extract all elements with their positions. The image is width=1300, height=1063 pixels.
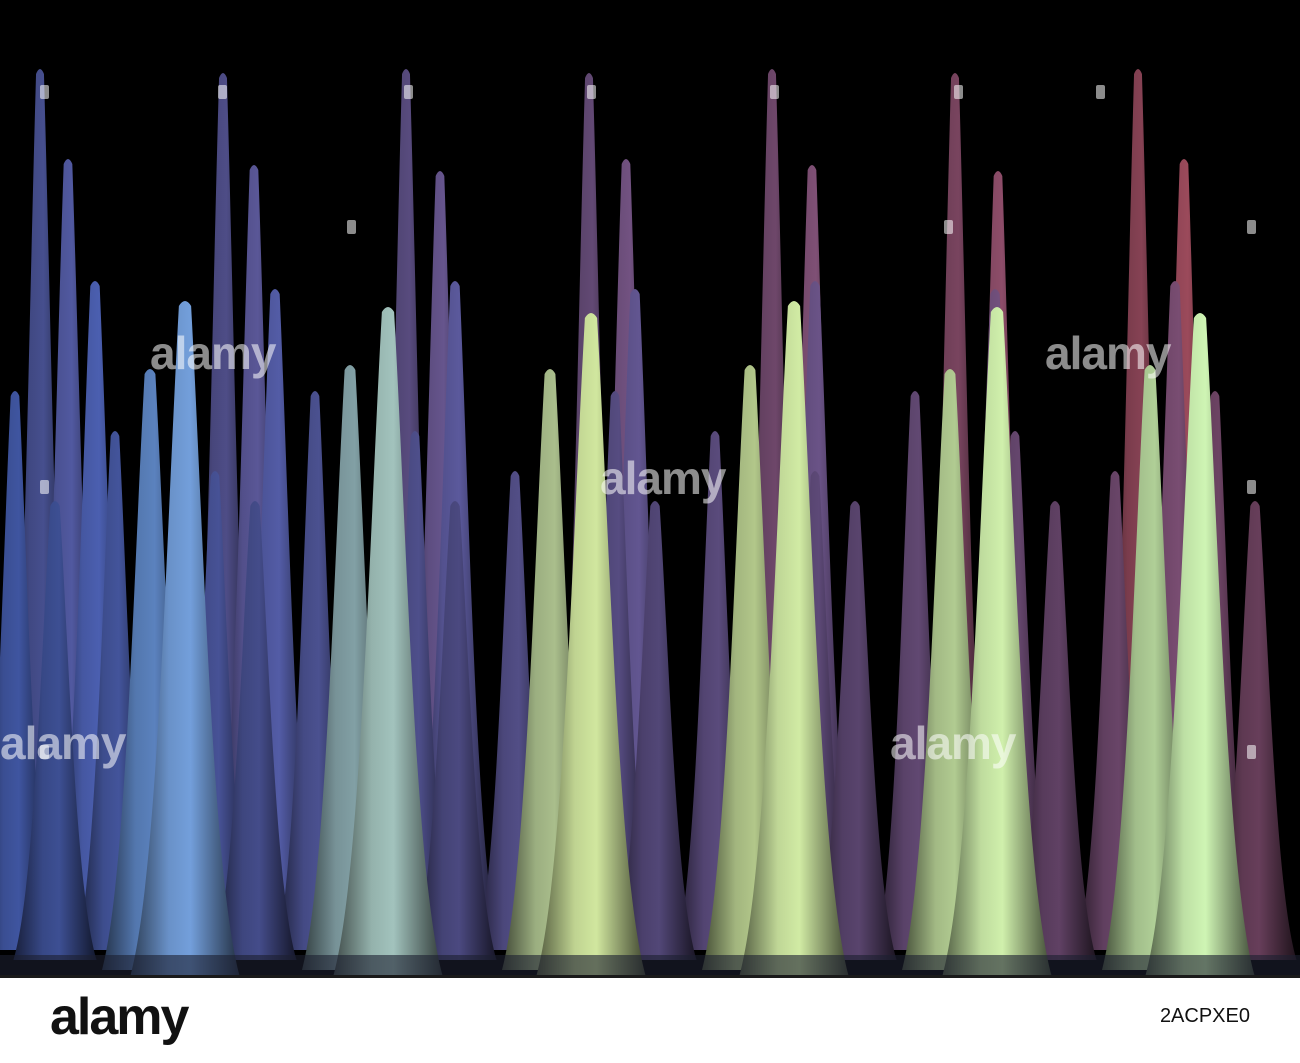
spike-low-6 — [613, 501, 697, 960]
footer-divider — [0, 975, 1300, 978]
spike-low-8 — [813, 501, 897, 960]
watermark-mark-3 — [587, 85, 596, 99]
watermark-mark-11 — [1247, 480, 1256, 494]
footer-bar: alamy 2ACPXE0 — [0, 975, 1300, 1063]
spike-low-0 — [13, 501, 97, 960]
spike-low-2 — [213, 501, 297, 960]
spike-front-2 — [536, 313, 646, 975]
watermark-mark-4 — [770, 85, 779, 99]
substrate-floor — [0, 955, 1300, 975]
watermark-mark-0 — [40, 85, 49, 99]
photo — [0, 69, 1300, 975]
spike-front-5 — [1145, 313, 1255, 975]
watermark-mark-9 — [1247, 220, 1256, 234]
watermark-mark-2 — [404, 85, 413, 99]
watermark-mark-12 — [40, 745, 49, 759]
watermark-mark-13 — [1247, 745, 1256, 759]
watermark-mark-1 — [218, 85, 227, 99]
spike-mid-0 — [0, 391, 54, 950]
spike-front-4 — [942, 307, 1052, 975]
spike-front-0 — [130, 301, 240, 975]
spike-front-3 — [739, 301, 849, 975]
image-id-label: 2ACPXE0 — [1159, 1005, 1250, 1027]
watermark-mark-10 — [40, 480, 49, 494]
alamy-logo: alamy — [50, 988, 189, 1046]
spike-front-1 — [333, 307, 443, 975]
watermark-mark-5 — [954, 85, 963, 99]
watermark-mark-8 — [944, 220, 953, 234]
spike-low-10 — [1013, 501, 1097, 960]
spike-low-4 — [413, 501, 497, 960]
watermark-mark-7 — [347, 220, 356, 234]
spike-field-image — [0, 69, 1300, 975]
watermark-mark-6 — [1096, 85, 1105, 99]
